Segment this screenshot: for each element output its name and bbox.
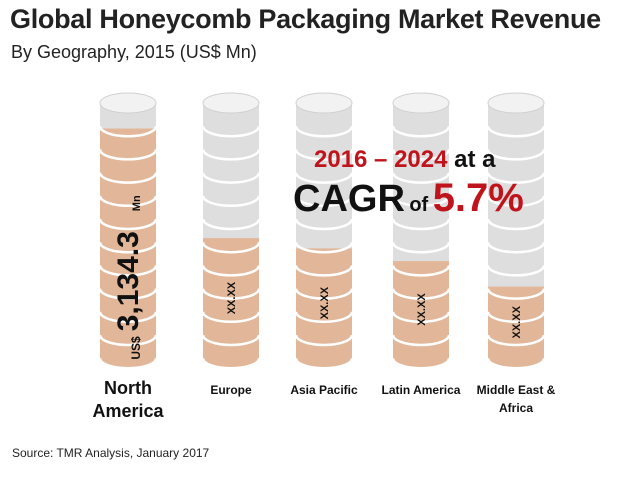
bar-value-label: XX.XX xyxy=(319,286,331,319)
disc-seam xyxy=(294,311,354,324)
disc-seam xyxy=(391,125,451,138)
bar-value-label: 3,134.3 xyxy=(112,231,145,331)
cylinder-empty-body xyxy=(488,103,544,297)
cylinder-top xyxy=(295,92,353,114)
cagr-period-line: 2016 – 2024 at a xyxy=(314,146,496,174)
disc-seam xyxy=(486,241,546,254)
disc-seam xyxy=(201,172,261,184)
disc-seam xyxy=(294,288,354,300)
disc-seam xyxy=(294,241,354,254)
disc-seam xyxy=(391,288,451,300)
disc-seam xyxy=(391,334,451,347)
disc-seam xyxy=(98,195,158,208)
disc-seam xyxy=(98,265,158,277)
chart-title: Global Honeycomb Packaging Market Revenu… xyxy=(10,4,601,34)
category-label: Asia Pacific xyxy=(290,383,358,397)
cylinder-empty-body xyxy=(393,103,449,272)
disc-seam xyxy=(391,149,451,161)
disc-seam xyxy=(486,311,546,324)
cylinder-top xyxy=(202,92,260,114)
disc-seam xyxy=(486,357,546,370)
disc-seam xyxy=(201,195,261,208)
disc-seam xyxy=(486,149,546,161)
disc-seam xyxy=(98,125,158,138)
disc-seam xyxy=(486,172,546,184)
disc-seam xyxy=(98,241,158,254)
value-unit-label: Mn xyxy=(131,195,143,211)
cagr-value-line: CAGR of 5.7% xyxy=(293,176,524,221)
disc-seam xyxy=(391,195,451,208)
cylinder-top xyxy=(487,92,545,114)
cylinder-filled-body xyxy=(100,128,156,368)
disc-seam xyxy=(201,218,261,231)
disc-seam xyxy=(98,311,158,324)
disc-seam xyxy=(294,172,354,184)
disc-seam xyxy=(201,265,261,277)
disc-seam xyxy=(391,357,451,370)
cagr-of: of xyxy=(409,194,429,216)
disc-seam xyxy=(201,125,261,138)
disc-seam xyxy=(201,288,261,300)
disc-seam xyxy=(294,265,354,277)
disc-seam xyxy=(294,218,354,231)
disc-seam xyxy=(391,265,451,277)
category-label: Europe xyxy=(210,383,252,397)
cylinder-filled-body xyxy=(203,238,259,368)
disc-seam xyxy=(98,218,158,231)
disc-seam xyxy=(391,311,451,324)
disc-seam xyxy=(98,334,158,347)
disc-seam xyxy=(294,357,354,370)
cagr-period: 2016 – 2024 xyxy=(314,146,448,173)
bar-value-label: XX.XX xyxy=(511,305,523,338)
cylinder-top xyxy=(392,92,450,114)
cylinder-empty-body xyxy=(203,103,259,249)
disc-seam xyxy=(391,241,451,254)
disc-seam xyxy=(486,218,546,231)
category-label: Africa xyxy=(499,401,533,415)
cagr-word: CAGR xyxy=(293,178,405,220)
disc-seam xyxy=(486,195,546,208)
value-prefix-label: US$ xyxy=(129,336,143,360)
cylinder-filled-body xyxy=(393,261,449,368)
disc-seam xyxy=(391,172,451,184)
disc-seam xyxy=(294,125,354,138)
category-label: Latin America xyxy=(382,383,461,397)
disc-seam xyxy=(201,149,261,161)
disc-seam xyxy=(201,334,261,347)
disc-seam xyxy=(294,195,354,208)
disc-seam xyxy=(201,241,261,254)
disc-seam xyxy=(294,334,354,347)
cagr-at-a: at a xyxy=(454,146,496,173)
cylinder-top xyxy=(99,92,157,114)
disc-seam xyxy=(98,288,158,300)
cylinder-filled-body xyxy=(488,286,544,368)
cylinder-empty-body xyxy=(296,103,352,259)
bar-value-label: XX.XX xyxy=(226,281,238,314)
disc-seam xyxy=(294,149,354,161)
category-label: North xyxy=(104,378,152,398)
disc-seam xyxy=(486,288,546,300)
disc-seam xyxy=(201,311,261,324)
bar-value-label: XX.XX xyxy=(416,293,428,326)
category-label: America xyxy=(92,401,164,421)
disc-seam xyxy=(98,172,158,184)
source-note: Source: TMR Analysis, January 2017 xyxy=(12,446,210,460)
category-label: Middle East & xyxy=(477,383,556,397)
disc-seam xyxy=(201,357,261,370)
disc-seam xyxy=(486,125,546,138)
disc-seam xyxy=(98,357,158,370)
disc-seam xyxy=(486,334,546,347)
disc-seam xyxy=(391,218,451,231)
cagr-value: 5.7% xyxy=(432,176,524,220)
chart-subtitle: By Geography, 2015 (US$ Mn) xyxy=(11,42,257,62)
disc-seam xyxy=(486,265,546,277)
cylinder-filled-body xyxy=(296,248,352,368)
disc-seam xyxy=(98,149,158,161)
